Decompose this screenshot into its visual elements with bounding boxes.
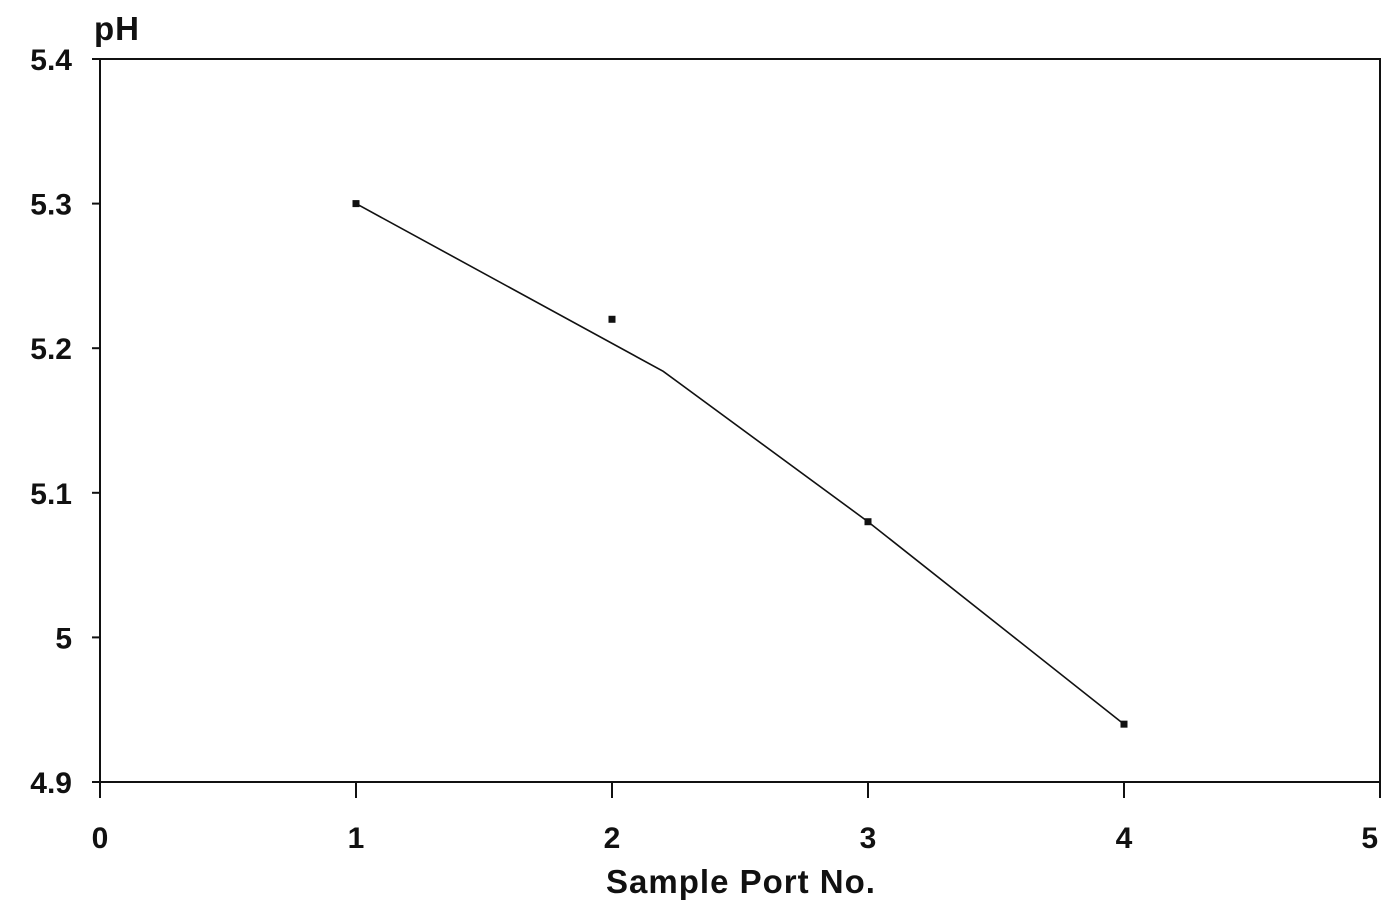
series-line [355,202,1125,725]
y-tick-label: 5.4 [30,44,72,77]
x-tick-label: 5 [1361,822,1378,855]
y-axis-title: pH [94,10,140,47]
y-tick-label: 5 [55,622,72,655]
y-tick-label: 5.1 [30,478,72,511]
x-tick-label: 3 [860,822,877,855]
x-axis: 0 1 2 3 4 5 [92,782,1381,855]
y-tick-label: 4.9 [30,767,72,800]
x-tick-label: 2 [604,822,621,855]
x-axis-title: Sample Port No. [606,863,876,900]
data-point [352,200,360,208]
y-axis: 4.9 5 5.1 5.2 5.3 5.4 [30,44,100,800]
y-tick-label: 5.2 [30,333,72,366]
data-point [864,518,872,526]
data-point [1120,720,1128,728]
data-point [608,315,616,323]
x-tick-label: 0 [92,822,109,855]
plot-frame [99,58,1381,783]
x-tick-label: 4 [1116,822,1133,855]
x-tick-label: 1 [348,822,365,855]
series-markers [352,200,1128,728]
y-tick-label: 5.3 [30,189,72,222]
